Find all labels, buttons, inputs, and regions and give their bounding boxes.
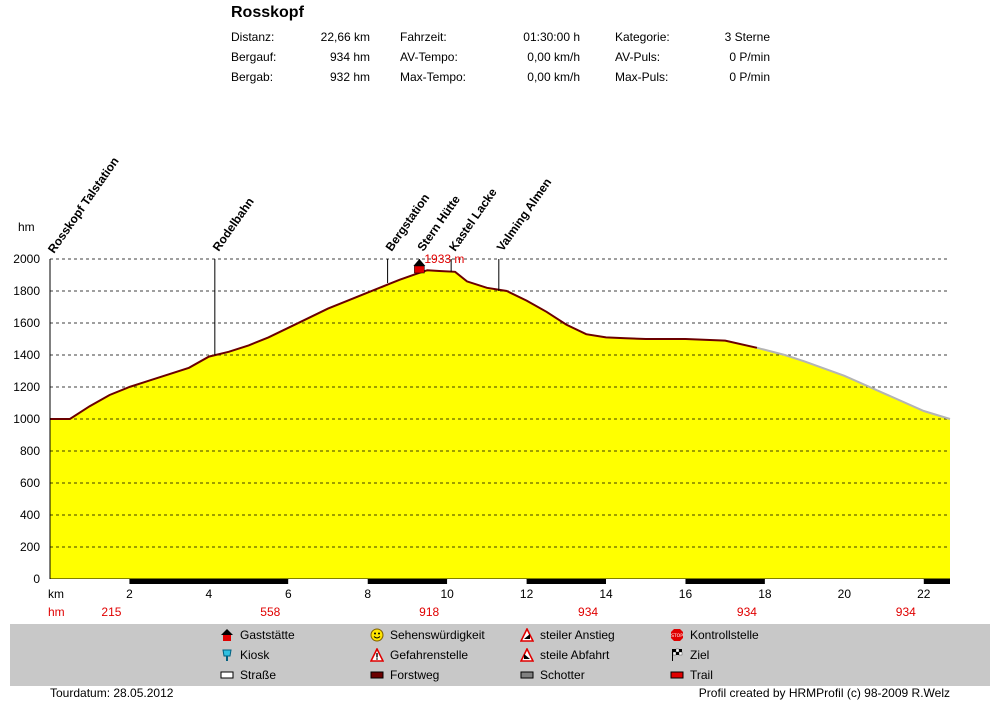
y-tick-label: 1000 <box>13 412 40 426</box>
x-tick-label: 6 <box>285 587 292 601</box>
surface-segment <box>288 579 368 584</box>
hm-row-value: 934 <box>578 605 598 619</box>
y-tick-label: 1800 <box>13 284 40 298</box>
elevation-area <box>50 270 950 579</box>
hm-row-label: hm <box>48 605 65 619</box>
stat-value: 932 hm <box>329 70 370 84</box>
x-tick-label: 8 <box>364 587 371 601</box>
stat-label: Max-Puls: <box>615 70 669 84</box>
waypoint-label: Rosskopf Talstation <box>45 154 122 255</box>
x-tick-label: 14 <box>599 587 613 601</box>
forest-road-swatch <box>370 671 384 679</box>
x-tick-label: 18 <box>758 587 772 601</box>
stat-label: Bergauf: <box>231 50 277 64</box>
y-tick-label: 1400 <box>13 348 40 362</box>
legend-label: Kontrollstelle <box>690 628 759 642</box>
stat-label: Fahrzeit: <box>400 30 447 44</box>
surface-segment <box>526 579 607 584</box>
steep-ascent-icon <box>520 628 534 642</box>
surface-segment <box>685 579 765 584</box>
hm-row-value: 934 <box>896 605 916 619</box>
elevation-profile-chart: 0 200 400 600 800 1000 1200 1400 1600 1800 2000 hm 2… <box>13 154 951 619</box>
stat-value: 22,66 km <box>320 30 370 44</box>
legend-label: steiler Anstieg <box>540 628 615 642</box>
smiley-icon <box>370 628 384 642</box>
surface-segment <box>129 579 289 584</box>
stat-value: 0 P/min <box>729 70 770 84</box>
legend-label: Kiosk <box>240 648 270 662</box>
stat-value: 0 P/min <box>729 50 770 64</box>
legend-label: Ziel <box>690 648 710 662</box>
legend-label: Schotter <box>540 668 585 682</box>
legend-label: Forstweg <box>390 668 440 682</box>
surface-segment <box>606 579 686 584</box>
surface-segment <box>923 579 950 584</box>
stat-value: 0,00 km/h <box>527 70 580 84</box>
surface-segment <box>50 579 130 584</box>
stat-value: 01:30:00 h <box>523 30 580 44</box>
stat-label: Bergab: <box>231 70 274 84</box>
y-tick-label: 600 <box>20 476 40 490</box>
x-tick-label: 10 <box>440 587 454 601</box>
page-title: Rosskopf <box>231 4 304 21</box>
legend-label: Gaststätte <box>240 628 295 642</box>
waypoint-label: Valming Almen <box>494 176 555 254</box>
warning-icon <box>370 648 384 662</box>
steep-descent-icon <box>520 648 534 662</box>
surface-segment <box>367 579 448 584</box>
tour-date: Tourdatum: 28.05.2012 <box>50 686 174 700</box>
hm-row-value: 918 <box>419 605 439 619</box>
peak-house-body <box>414 265 425 274</box>
y-tick-label: 2000 <box>13 252 40 266</box>
profile-line <box>50 269 758 420</box>
x-tick-label: 22 <box>917 587 931 601</box>
stop-icon: STOP <box>671 629 683 641</box>
hm-row-value: 934 <box>737 605 757 619</box>
x-axis-label: km <box>48 587 64 601</box>
legend-label: Gefahrenstelle <box>390 648 469 662</box>
peak-house-icon <box>413 259 426 266</box>
waypoint-label: Rodelbahn <box>210 195 257 254</box>
kiosk-icon <box>222 649 232 661</box>
trail-swatch <box>670 671 684 679</box>
y-tick-label: 200 <box>20 540 40 554</box>
stat-value: 934 hm <box>329 50 370 64</box>
stat-label: AV-Tempo: <box>400 50 458 64</box>
x-tick-label: 12 <box>520 587 534 601</box>
gravel-swatch <box>520 671 534 679</box>
x-tick-label: 2 <box>126 587 133 601</box>
legend-label: steile Abfahrt <box>540 648 610 662</box>
legend-label: Trail <box>690 668 713 682</box>
stat-value: 0,00 km/h <box>527 50 580 64</box>
stat-label: AV-Puls: <box>615 50 661 64</box>
legend: Gaststätte Sehenswürdigkeit steiler Anst… <box>10 624 990 686</box>
hm-row-value: 558 <box>260 605 280 619</box>
y-tick-label: 1200 <box>13 380 40 394</box>
x-tick-label: 16 <box>679 587 693 601</box>
y-tick-label: 800 <box>20 444 40 458</box>
legend-label: Sehenswürdigkeit <box>390 628 485 642</box>
legend-label: Straße <box>240 668 277 682</box>
surface-segment <box>447 579 527 584</box>
road-swatch <box>220 671 234 679</box>
hm-row-value: 215 <box>101 605 121 619</box>
credit-text: Profil created by HRMProfil (c) 98-2009 … <box>698 686 950 700</box>
stat-label: Distanz: <box>231 30 275 44</box>
x-tick-label: 4 <box>206 587 213 601</box>
stat-value: 3 Sterne <box>724 30 770 44</box>
svg-text:STOP: STOP <box>671 633 683 639</box>
y-tick-label: 1600 <box>13 316 40 330</box>
house-icon <box>221 629 233 641</box>
stat-label: Kategorie: <box>615 30 670 44</box>
y-tick-label: 0 <box>33 572 40 586</box>
x-tick-label: 20 <box>838 587 852 601</box>
y-axis-label: hm <box>18 220 35 234</box>
profile-line-unpaved <box>756 346 951 420</box>
y-tick-label: 400 <box>20 508 40 522</box>
stat-label: Max-Tempo: <box>400 70 467 84</box>
surface-segment <box>764 579 924 584</box>
finish-flag-icon <box>672 648 683 661</box>
peak-label: 1933 m <box>424 252 464 266</box>
